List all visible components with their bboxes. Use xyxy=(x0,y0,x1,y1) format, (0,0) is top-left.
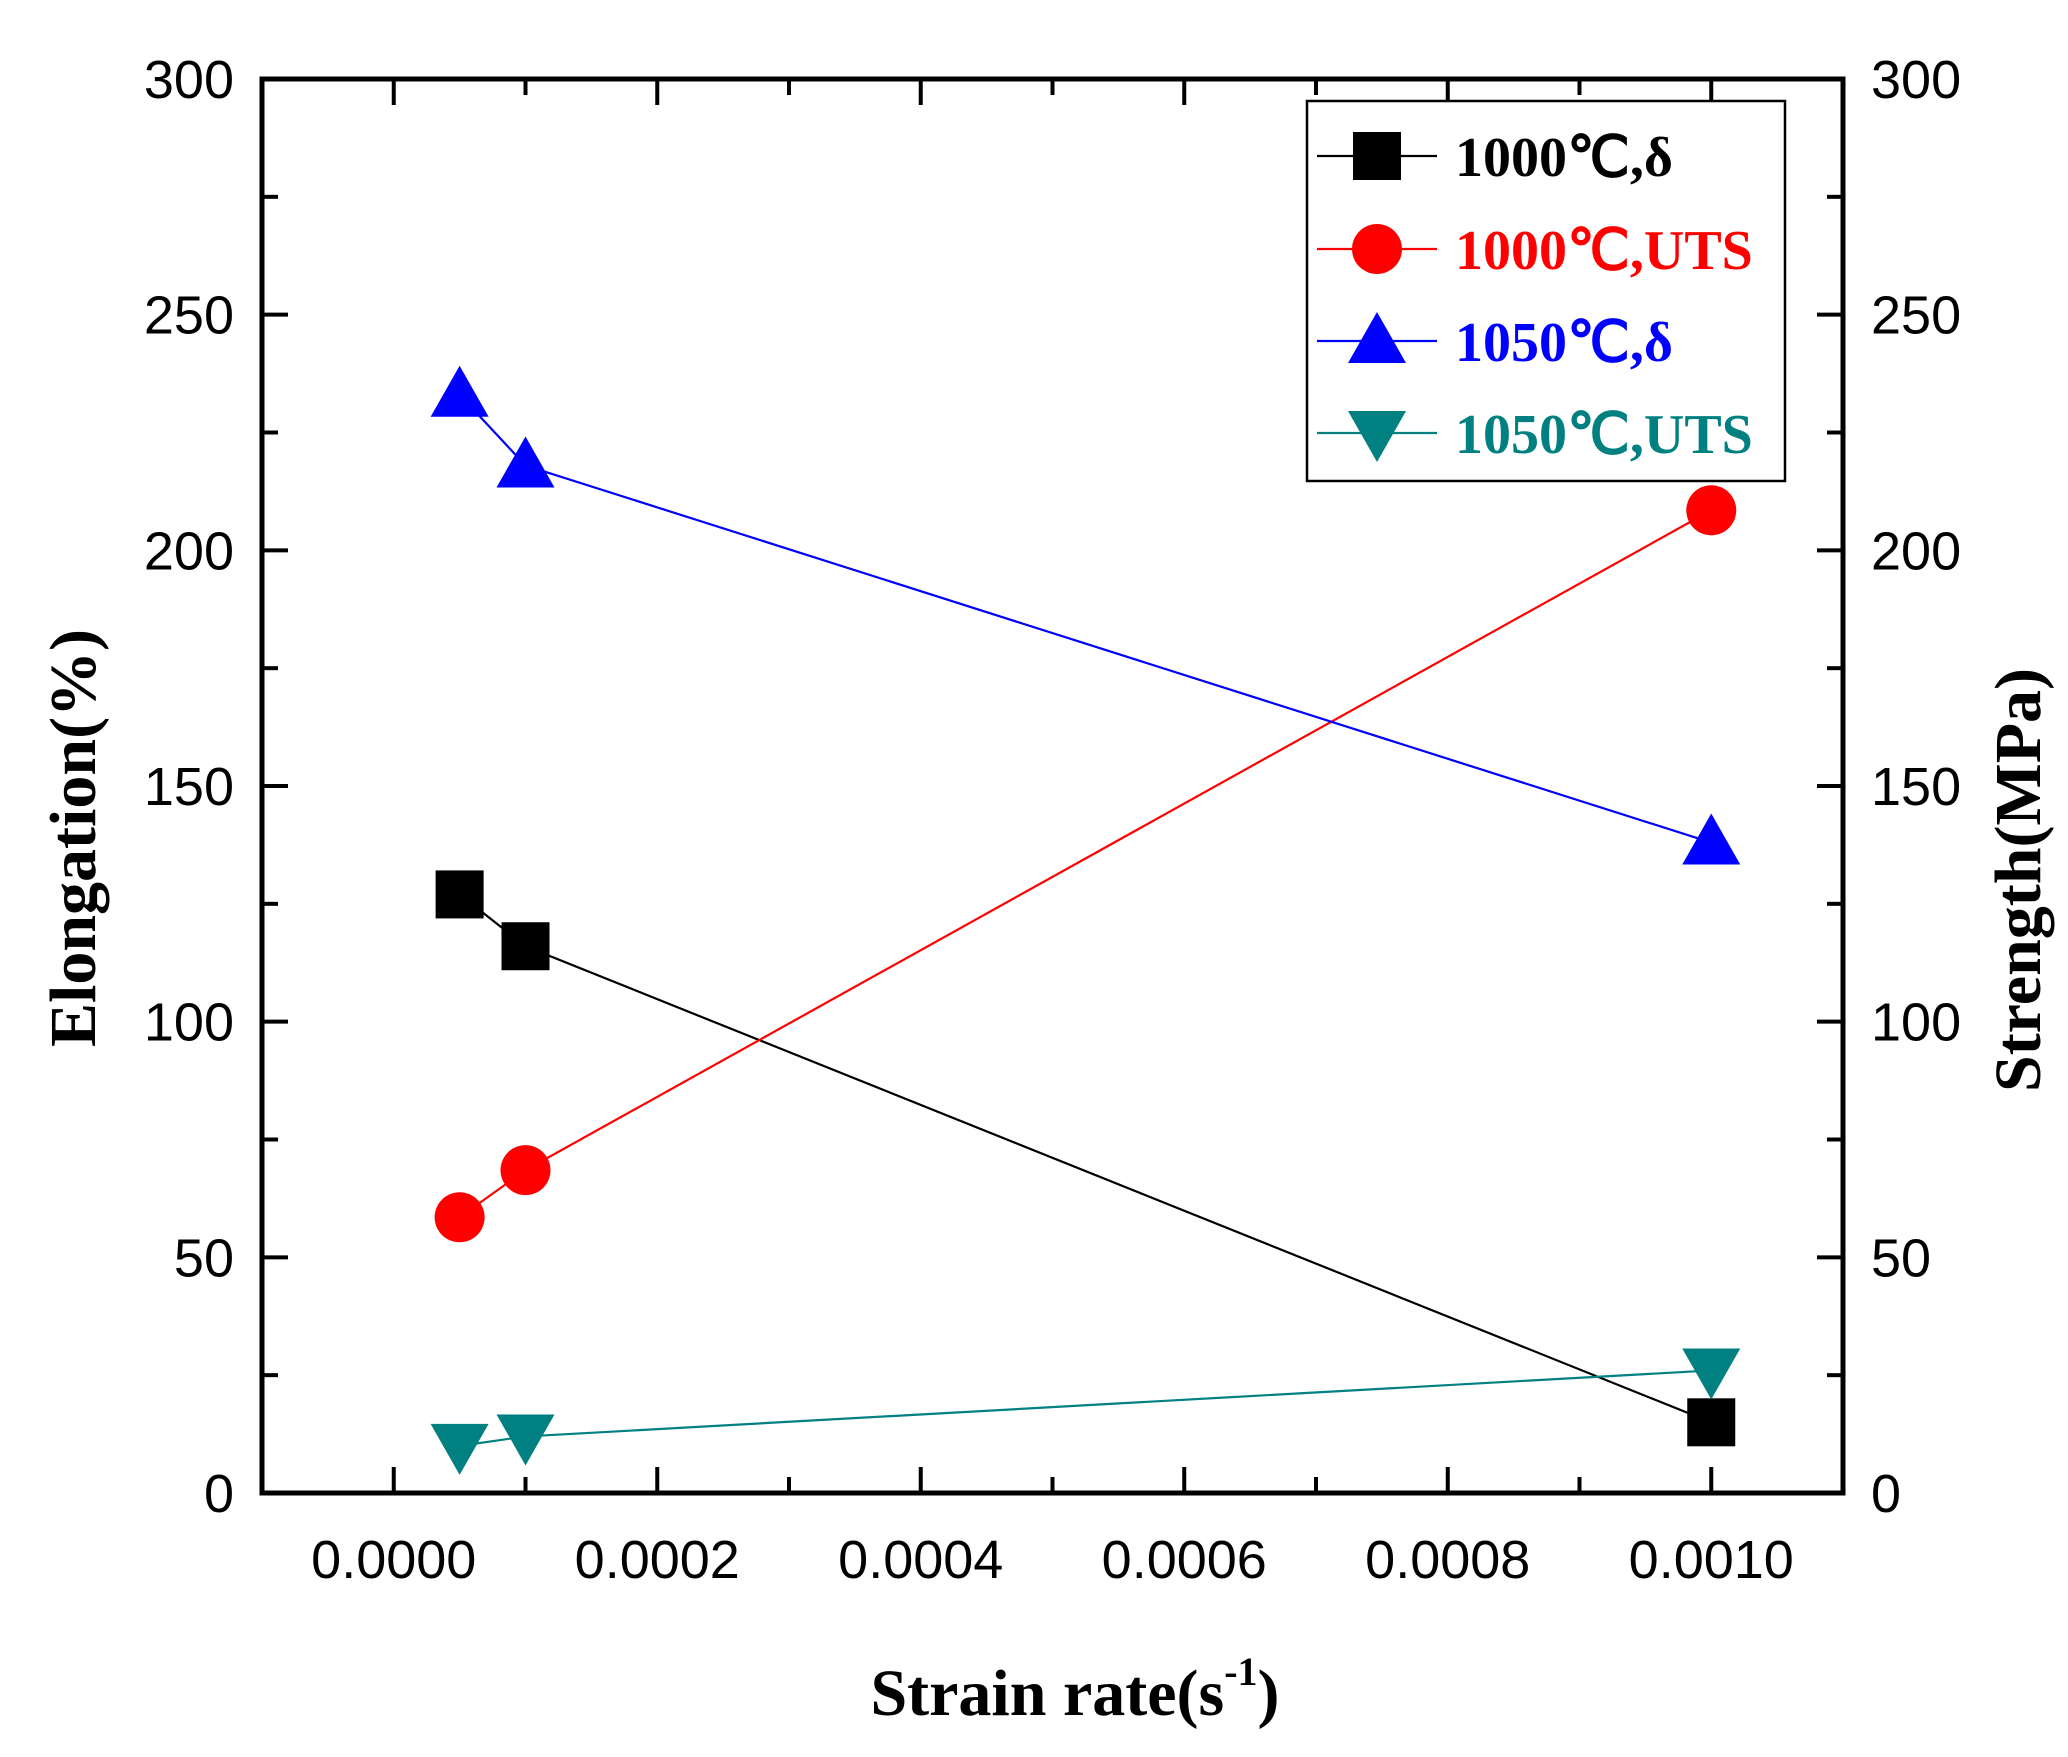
series-4 xyxy=(430,1348,1741,1475)
x-tick-label: 0.0002 xyxy=(575,1530,740,1590)
legend-item-2: 1000℃,UTS xyxy=(1317,220,1753,282)
series-2-point xyxy=(434,1192,485,1243)
y-tick-label-right: 0 xyxy=(1871,1464,1901,1524)
y-axis-title-right: Strength(MPa) xyxy=(1982,668,2055,1092)
y-tick-label-left: 150 xyxy=(144,757,234,817)
y-tick-label-left: 0 xyxy=(204,1464,234,1524)
series-2-point xyxy=(1686,485,1737,536)
y-axis-title-left: Elongation(%) xyxy=(37,629,110,1047)
series-3-point xyxy=(430,365,489,417)
series-layer xyxy=(430,365,1741,1475)
y-tick-label-left: 250 xyxy=(144,286,234,346)
series-1-line xyxy=(458,893,1712,1424)
y-tick-label-right: 50 xyxy=(1871,1228,1931,1288)
legend-item-3: 1050℃,δ xyxy=(1317,312,1673,374)
series-3-point xyxy=(1682,813,1741,865)
series-2-line xyxy=(458,509,1712,1219)
y-tick-label-right: 300 xyxy=(1871,50,1961,110)
y-tick-label-right: 100 xyxy=(1871,993,1961,1053)
series-3-point xyxy=(496,436,555,488)
legend-item-1: 1000℃,δ xyxy=(1317,127,1673,189)
legend-item-4: 1050℃,UTS xyxy=(1317,404,1753,466)
legend-label: 1000℃,δ xyxy=(1455,127,1673,189)
y-tick-label-left: 200 xyxy=(144,521,234,581)
series-4-point xyxy=(430,1423,489,1475)
y-tick-label-left: 300 xyxy=(144,50,234,110)
legend: 1000℃,δ 1000℃,UTS 1050℃,δ 1050℃,UTS xyxy=(1305,99,1787,483)
x-tick-label: 0.0006 xyxy=(1102,1530,1267,1590)
legend-label: 1050℃,δ xyxy=(1455,312,1673,374)
legend-items: 1000℃,δ 1000℃,UTS 1050℃,δ 1050℃,UTS xyxy=(1317,127,1753,466)
series-4-point xyxy=(496,1414,555,1466)
y-tick-label-right: 250 xyxy=(1871,286,1961,346)
legend-marker xyxy=(1348,312,1406,363)
series-1-point xyxy=(501,922,550,971)
y-tick-label-left: 50 xyxy=(174,1228,234,1288)
y-tick-label-left: 100 xyxy=(144,993,234,1053)
x-tick-label: 0.0008 xyxy=(1365,1530,1530,1590)
series-4-point xyxy=(1682,1348,1741,1400)
x-tick-label: 0.0000 xyxy=(311,1530,476,1590)
legend-label: 1000℃,UTS xyxy=(1455,220,1753,282)
legend-marker xyxy=(1348,411,1406,462)
x-tick-label: 0.0010 xyxy=(1629,1530,1794,1590)
y-tick-label-right: 150 xyxy=(1871,757,1961,817)
legend-marker xyxy=(1353,132,1401,180)
series-3 xyxy=(430,365,1741,865)
legend-marker xyxy=(1352,224,1402,274)
x-axis-title: Strain rate(s-1) xyxy=(870,1649,1279,1730)
series-2 xyxy=(434,485,1737,1243)
legend-label: 1050℃,UTS xyxy=(1455,404,1753,466)
series-2-point xyxy=(500,1145,551,1196)
y-tick-label-right: 200 xyxy=(1871,521,1961,581)
series-1-point xyxy=(435,870,484,919)
series-1-point xyxy=(1687,1398,1736,1447)
tick-labels: 0.0000 0.0002 0.0004 0.0006 0.0008 0.0010 0 0 50… xyxy=(144,50,1961,1590)
series-4-line xyxy=(459,1369,1712,1447)
series-1 xyxy=(435,870,1736,1447)
x-tick-label: 0.0004 xyxy=(838,1530,1003,1590)
